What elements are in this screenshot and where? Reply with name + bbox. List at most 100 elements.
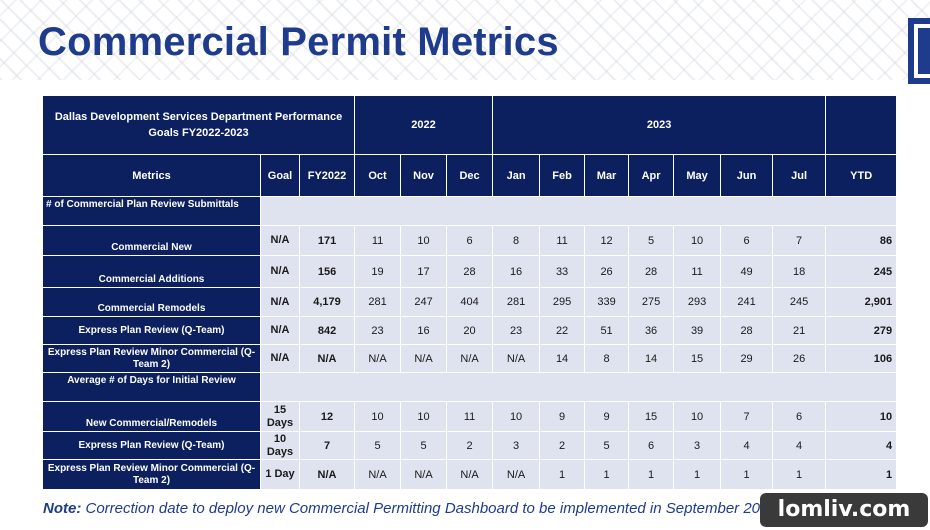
- row-month-value: 21: [772, 316, 827, 345]
- row-ytd: 86: [825, 225, 898, 256]
- row-month-value: N/A: [354, 344, 402, 373]
- row-month-value: N/A: [400, 344, 448, 373]
- column-header: Jun: [720, 154, 774, 197]
- row-month-value: 28: [446, 255, 494, 288]
- row-goal: 1 Day: [260, 459, 300, 490]
- row-month-value: 7: [772, 225, 827, 256]
- row-month-value: 19: [354, 255, 402, 288]
- section-label-days: Average # of Days for Initial Review: [42, 372, 261, 402]
- column-header: Metrics: [42, 154, 261, 197]
- row-month-value: 11: [446, 401, 494, 432]
- row-metric-label: Commercial Additions: [42, 255, 261, 288]
- ytd-header-spacer: [825, 95, 898, 155]
- row-month-value: 11: [354, 225, 402, 256]
- row-fy2022: 12: [298, 401, 356, 432]
- row-month-value: 2: [446, 431, 494, 460]
- row-month-value: 9: [539, 401, 586, 432]
- row-goal: N/A: [260, 287, 300, 317]
- row-month-value: 5: [354, 431, 402, 460]
- column-header: May: [673, 154, 722, 197]
- table-row: New Commercial/Remodels 15 Days 12 10 10 11 10…: [42, 401, 898, 432]
- row-month-value: 23: [492, 316, 541, 345]
- row-month-value: 4: [720, 431, 774, 460]
- row-fy2022: 4,179: [298, 287, 356, 317]
- row-goal: N/A: [260, 225, 300, 256]
- page-title: Commercial Permit Metrics: [38, 20, 559, 64]
- row-month-value: 5: [584, 431, 630, 460]
- column-header: Mar: [584, 154, 630, 197]
- row-month-value: 11: [539, 225, 586, 256]
- row-month-value: 11: [673, 255, 722, 288]
- row-month-value: 281: [354, 287, 402, 317]
- row-month-value: 8: [584, 344, 630, 373]
- row-metric-label: Commercial New: [42, 225, 261, 256]
- section-fill: [259, 372, 898, 402]
- row-fy2022: 156: [298, 255, 356, 288]
- row-month-value: 23: [354, 316, 402, 345]
- row-month-value: 5: [400, 431, 448, 460]
- row-month-value: 1: [628, 459, 675, 490]
- row-month-value: N/A: [400, 459, 448, 490]
- row-month-value: 15: [673, 344, 722, 373]
- row-goal: 15 Days: [260, 401, 300, 432]
- row-month-value: 39: [673, 316, 722, 345]
- row-month-value: 15: [628, 401, 675, 432]
- note-text: Correction date to deploy new Commercial…: [81, 500, 777, 517]
- row-month-value: 3: [673, 431, 722, 460]
- row-month-value: 1: [673, 459, 722, 490]
- column-header: Nov: [400, 154, 448, 197]
- section-row-submittals: # of Commercial Plan Review Submittals: [42, 196, 898, 226]
- row-month-value: 1: [772, 459, 827, 490]
- row-month-value: 16: [400, 316, 448, 345]
- corner-logo-mark: [908, 18, 930, 84]
- column-header: YTD: [825, 154, 898, 197]
- row-month-value: N/A: [492, 344, 541, 373]
- row-fy2022: 7: [298, 431, 356, 460]
- watermark-badge: lomliv.com: [760, 493, 928, 527]
- row-month-value: 6: [772, 401, 827, 432]
- row-month-value: 2: [539, 431, 586, 460]
- row-month-value: 6: [628, 431, 675, 460]
- section-fill: [259, 196, 898, 226]
- row-month-value: 6: [446, 225, 494, 256]
- row-ytd: 4: [825, 431, 898, 460]
- row-ytd: 245: [825, 255, 898, 288]
- table-row: Express Plan Review Minor Commercial (Q-…: [42, 344, 898, 373]
- row-month-value: 3: [492, 431, 541, 460]
- row-month-value: 14: [628, 344, 675, 373]
- section-label-submittals: # of Commercial Plan Review Submittals: [42, 196, 261, 226]
- row-ytd: 106: [825, 344, 898, 373]
- row-ytd: 2,901: [825, 287, 898, 317]
- row-month-value: 14: [539, 344, 586, 373]
- column-header: Dec: [446, 154, 494, 197]
- column-header: Feb: [539, 154, 586, 197]
- row-month-value: 10: [400, 401, 448, 432]
- row-fy2022: 171: [298, 225, 356, 256]
- row-month-value: 22: [539, 316, 586, 345]
- table-row: Express Plan Review (Q-Team) N/A 842 23 16 20…: [42, 316, 898, 345]
- row-fy2022: N/A: [298, 344, 356, 373]
- row-month-value: 49: [720, 255, 774, 288]
- table-row: Commercial Additions N/A 156 19 17 28 16 33 26 28…: [42, 255, 898, 288]
- row-month-value: 10: [673, 401, 722, 432]
- note-prefix: Note:: [43, 500, 82, 517]
- row-month-value: 1: [584, 459, 630, 490]
- row-month-value: 10: [673, 225, 722, 256]
- row-month-value: 8: [492, 225, 541, 256]
- row-ytd: 1: [825, 459, 898, 490]
- row-goal: N/A: [260, 344, 300, 373]
- row-month-value: 1: [539, 459, 586, 490]
- row-month-value: 20: [446, 316, 494, 345]
- table-header-row-years: Dallas Development Services Department P…: [41, 95, 898, 155]
- table-row: Express Plan Review (Q-Team) 10 Days 7 5 5 2 3…: [42, 431, 898, 460]
- row-month-value: N/A: [354, 459, 402, 490]
- row-month-value: 339: [584, 287, 630, 317]
- row-month-value: N/A: [446, 459, 494, 490]
- row-month-value: 12: [584, 225, 630, 256]
- column-header: Apr: [628, 154, 675, 197]
- row-month-value: 4: [772, 431, 827, 460]
- row-month-value: 247: [400, 287, 448, 317]
- row-month-value: 29: [720, 344, 774, 373]
- row-month-value: 26: [584, 255, 630, 288]
- row-month-value: 10: [354, 401, 402, 432]
